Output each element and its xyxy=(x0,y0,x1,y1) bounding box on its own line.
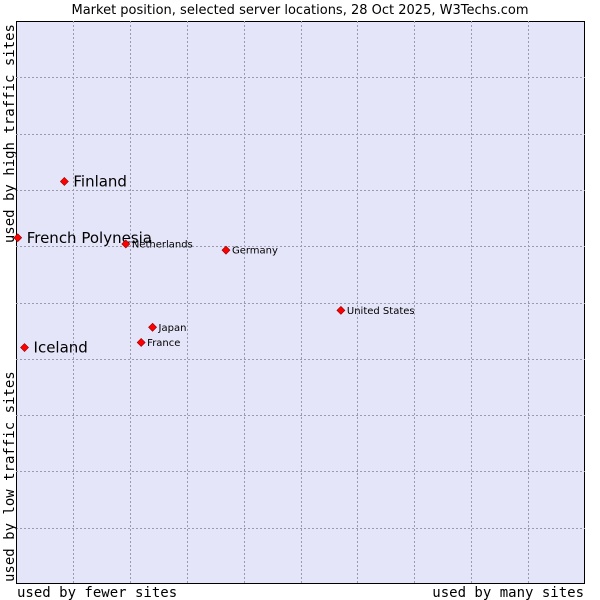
point-label-iceland: Iceland xyxy=(34,339,88,357)
point-label-netherlands: Netherlands xyxy=(132,239,193,250)
x-axis-label-left: used by fewer sites xyxy=(17,585,177,600)
point-marker-france xyxy=(136,338,146,347)
x-axis-label-right: used by many sites xyxy=(432,585,584,600)
point-marker-united-states xyxy=(336,305,346,315)
point-marker-japan xyxy=(148,322,157,332)
point-label-germany: Germany xyxy=(232,246,278,257)
point-label-united-states: United States xyxy=(347,306,415,317)
point-marker-finland xyxy=(59,177,69,186)
chart-title: Market position, selected server locatio… xyxy=(71,3,528,18)
point-label-finland: Finland xyxy=(73,172,127,190)
point-marker-germany xyxy=(221,245,231,255)
point-label-japan: Japan xyxy=(158,323,187,334)
data-points: Finland French Polynesia Iceland Netherland… xyxy=(13,172,415,357)
y-axis-label-top: used by high traffic sites xyxy=(2,24,18,243)
point-marker-netherlands xyxy=(121,239,131,249)
y-axis-label-bottom: used by low traffic sites xyxy=(2,371,18,582)
point-label-french-polynesia: French Polynesia xyxy=(27,229,152,247)
point-label-france: France xyxy=(147,338,180,349)
plot-area xyxy=(16,21,585,584)
grid-lines xyxy=(16,21,585,584)
point-marker-iceland xyxy=(20,343,29,352)
point-marker-french-polynesia xyxy=(13,233,23,243)
